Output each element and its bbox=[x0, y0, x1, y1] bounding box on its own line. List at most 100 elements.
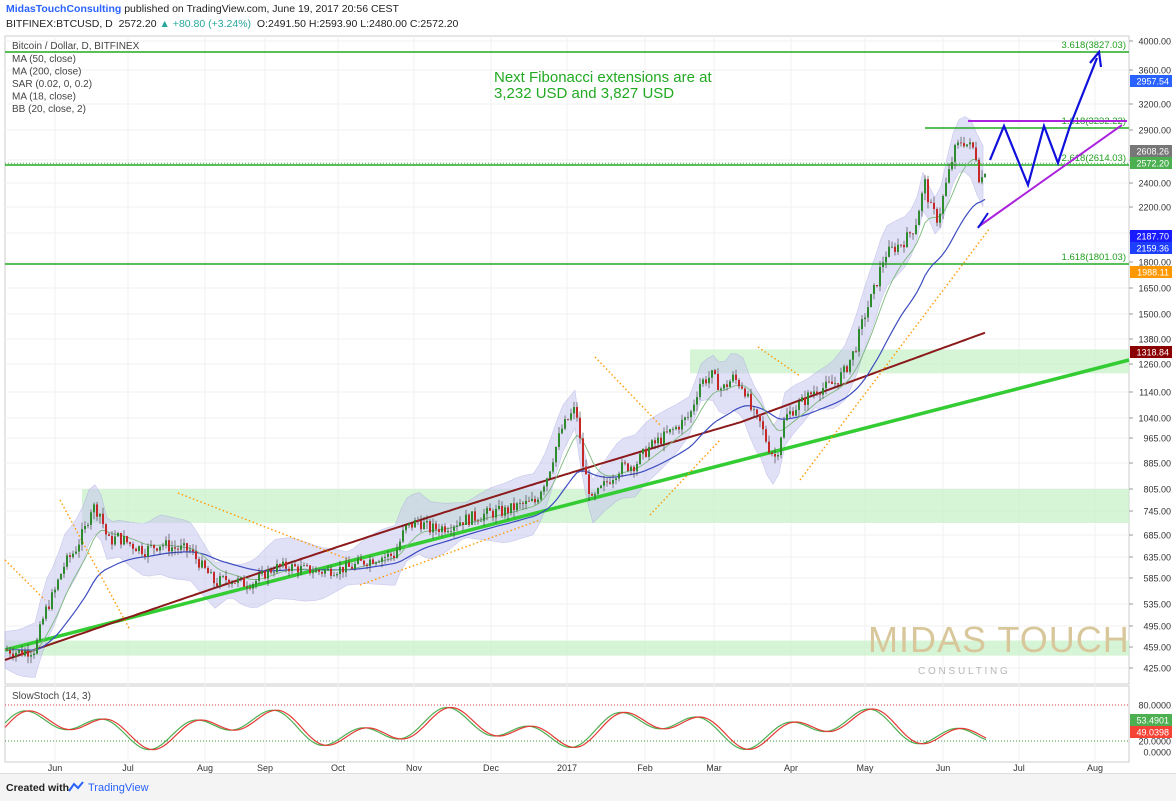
candle-body bbox=[264, 571, 266, 579]
candle-body bbox=[960, 142, 962, 144]
candle-body bbox=[582, 438, 584, 467]
candle-body bbox=[924, 179, 926, 194]
candle-body bbox=[690, 411, 692, 418]
ma50-line bbox=[5, 198, 986, 651]
candle-body bbox=[606, 481, 608, 483]
symbol-label: BITFINEX:BTCUSD, D bbox=[6, 18, 113, 30]
candle-body bbox=[351, 566, 353, 569]
candle-body bbox=[312, 572, 314, 574]
candle-body bbox=[906, 232, 908, 248]
tradingview-link[interactable]: TradingView bbox=[88, 782, 149, 794]
candle-body bbox=[381, 557, 383, 562]
time-axis[interactable]: Jun Jul Aug Sep Oct Nov Dec 2017 Feb Mar Apr May Jun… bbox=[48, 763, 1103, 773]
author-link[interactable]: MidasTouchConsulting bbox=[6, 3, 122, 15]
price-chart[interactable]: 3.618(3827.03)1.618(3232.22)2.618(2614.0… bbox=[0, 0, 1176, 773]
publish-info: published on TradingView.com, June 19, 2… bbox=[121, 3, 399, 15]
candle-body bbox=[138, 546, 140, 552]
candle-body bbox=[183, 543, 185, 546]
price-badge-text: 1318.84 bbox=[1136, 348, 1169, 358]
candle-body bbox=[747, 393, 749, 397]
candle-body bbox=[30, 655, 32, 657]
logo-text: MIDAS TOUCH bbox=[868, 619, 1130, 660]
candle-body bbox=[594, 493, 596, 496]
candle-body bbox=[105, 524, 107, 535]
indicator-legend: Bitcoin / Dollar, D, BITFINEX MA (50, cl… bbox=[12, 41, 140, 115]
candle-body bbox=[99, 513, 101, 517]
candle-body bbox=[438, 529, 440, 532]
candle-body bbox=[867, 307, 869, 318]
candle-body bbox=[357, 558, 359, 564]
candle-body bbox=[663, 431, 665, 445]
candle-body bbox=[705, 379, 707, 384]
fib-label: 2.618(2614.03) bbox=[1062, 153, 1126, 164]
candle-body bbox=[429, 521, 431, 533]
triangle-bottom bbox=[977, 124, 1123, 228]
candle-body bbox=[321, 572, 323, 574]
candle-body bbox=[942, 196, 944, 214]
candle-body bbox=[168, 540, 170, 552]
candle-body bbox=[552, 462, 554, 472]
candle-body bbox=[186, 543, 188, 551]
candle-body bbox=[252, 584, 254, 589]
legend-item: MA (18, close) bbox=[12, 92, 76, 103]
candle-body bbox=[681, 419, 683, 430]
candle-body bbox=[735, 374, 737, 380]
zone-1260-1380 bbox=[690, 349, 1129, 374]
candle-body bbox=[885, 256, 887, 263]
publish-line: MidasTouchConsulting published on Tradin… bbox=[6, 3, 399, 15]
price-label: 2200.00 bbox=[1138, 203, 1171, 213]
candle-body bbox=[96, 504, 98, 517]
candle-body bbox=[432, 523, 434, 533]
candle-body bbox=[645, 448, 647, 457]
candle-body bbox=[282, 561, 284, 567]
candle-body bbox=[60, 573, 62, 580]
projection-path bbox=[988, 57, 1099, 189]
candle-body bbox=[408, 523, 410, 526]
candle-body bbox=[117, 533, 119, 537]
candle-body bbox=[153, 544, 155, 549]
candle-body bbox=[240, 577, 242, 579]
price-label: 1650.00 bbox=[1138, 284, 1171, 294]
candle-body bbox=[915, 225, 917, 234]
candle-body bbox=[93, 504, 95, 513]
candle-body bbox=[543, 486, 545, 492]
sar-dots bbox=[177, 492, 351, 561]
candle-body bbox=[21, 650, 23, 656]
candle-body bbox=[948, 169, 950, 183]
candle-body bbox=[420, 521, 422, 530]
candle-body bbox=[84, 525, 86, 530]
candle-body bbox=[369, 559, 371, 566]
candle-body bbox=[201, 560, 203, 568]
candle-body bbox=[849, 359, 851, 372]
time-label: Mar bbox=[706, 763, 722, 773]
candle-body bbox=[969, 142, 971, 145]
candle-body bbox=[249, 587, 251, 589]
price-label: 4000.00 bbox=[1138, 37, 1171, 47]
candle-body bbox=[813, 391, 815, 395]
candle-body bbox=[498, 506, 500, 509]
candle-body bbox=[450, 531, 452, 532]
candle-body bbox=[522, 502, 524, 504]
candle-body bbox=[426, 521, 428, 523]
candle-body bbox=[669, 429, 671, 433]
price-label: 535.00 bbox=[1143, 600, 1171, 610]
candle-body bbox=[54, 589, 56, 593]
candle-body bbox=[516, 503, 518, 510]
candle-body bbox=[9, 650, 11, 654]
candle-body bbox=[57, 579, 59, 590]
candle-body bbox=[207, 567, 209, 574]
candle-body bbox=[927, 179, 929, 203]
candle-body bbox=[882, 262, 884, 267]
candle-body bbox=[399, 541, 401, 550]
price-label: 495.00 bbox=[1143, 622, 1171, 632]
candle-body bbox=[777, 455, 779, 457]
candle-body bbox=[789, 411, 791, 415]
annotation-line-1: Next Fibonacci extensions are at bbox=[494, 69, 712, 86]
candle-body bbox=[624, 462, 626, 464]
candle-body bbox=[228, 579, 230, 584]
candle-body bbox=[198, 559, 200, 568]
candle-body bbox=[423, 522, 425, 530]
candle-body bbox=[762, 421, 764, 430]
candle-body bbox=[963, 143, 965, 147]
